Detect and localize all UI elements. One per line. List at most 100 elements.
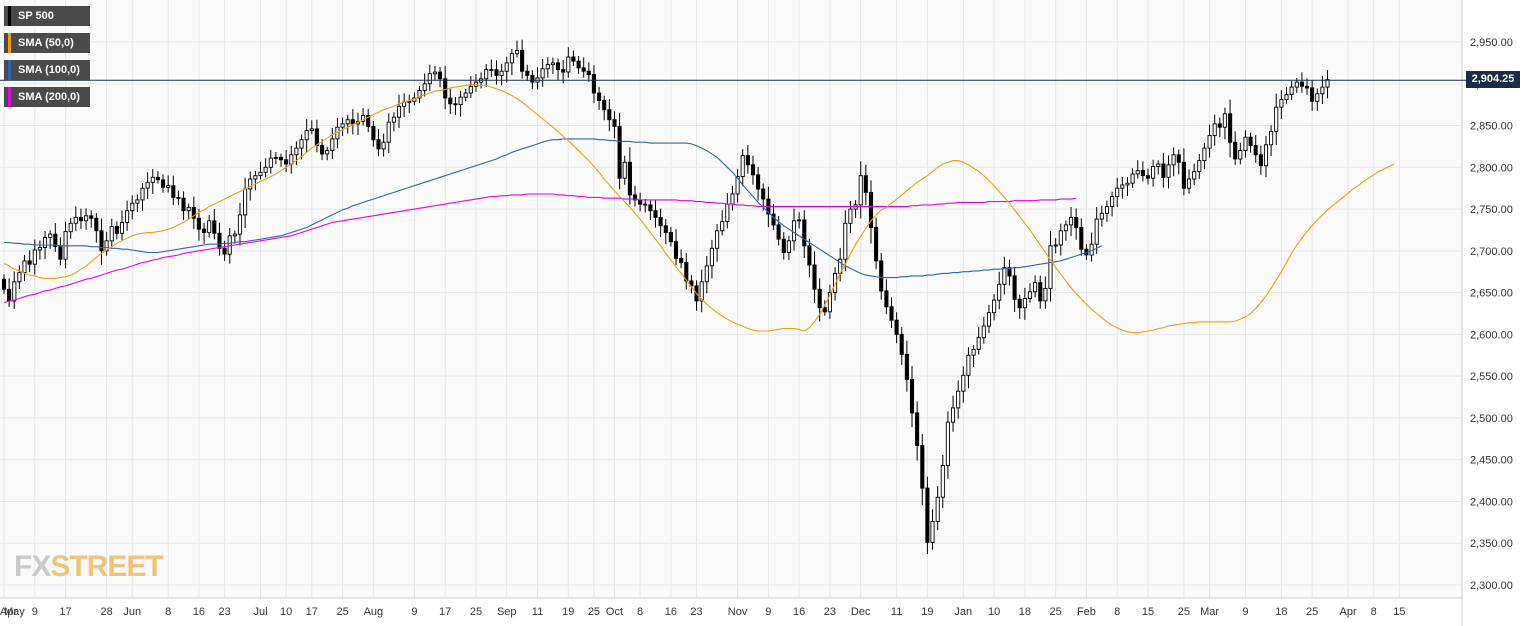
- candle-body: [750, 164, 756, 176]
- last-price-badge: 2,904.25: [1466, 71, 1520, 88]
- candle-body: [858, 175, 863, 206]
- legend-item-sma50[interactable]: SMA (50,0): [4, 33, 90, 53]
- candle-body: [915, 412, 920, 446]
- candle-body: [135, 199, 140, 204]
- x-tick-label: 25: [588, 606, 600, 618]
- candle-body: [1212, 123, 1217, 137]
- candle-body: [432, 71, 437, 75]
- candle-body: [222, 247, 227, 255]
- candle-body: [1002, 267, 1007, 285]
- candle-body: [699, 281, 704, 302]
- candle-body: [889, 306, 894, 321]
- x-tick-label: Apr: [0, 606, 17, 618]
- x-tick-label: 11: [532, 606, 543, 618]
- x-tick-label: 19: [921, 606, 933, 618]
- candle-body: [986, 312, 992, 327]
- candle-body: [1315, 93, 1320, 102]
- candle-body: [494, 69, 499, 76]
- legend: SP 500 SMA (50,0) SMA (100,0) SMA (200,0…: [4, 6, 90, 114]
- candle-body: [627, 161, 632, 196]
- candle-body: [1238, 150, 1243, 160]
- candle-body: [833, 272, 838, 294]
- x-tick-label: 17: [439, 606, 451, 618]
- candle-body: [740, 155, 745, 177]
- candle-body: [863, 175, 868, 193]
- logo-fx: FX: [14, 550, 51, 583]
- candle-body: [160, 179, 166, 188]
- candle-body: [1125, 182, 1130, 186]
- candle-body: [930, 521, 935, 543]
- candle-body: [217, 232, 222, 249]
- candle-body: [1269, 130, 1274, 146]
- candle-body: [894, 319, 899, 335]
- y-tick-label: 2,700.00: [1470, 246, 1513, 258]
- candle-body: [268, 157, 273, 168]
- candle-body: [1253, 145, 1258, 156]
- candle-body: [1079, 227, 1084, 250]
- candle-body: [956, 390, 961, 409]
- candle-body: [1166, 164, 1171, 178]
- candle-body: [704, 265, 709, 283]
- candle-body: [273, 156, 278, 159]
- legend-label: SP 500: [18, 10, 54, 22]
- candle-body: [212, 220, 217, 234]
- candle-body: [1186, 178, 1192, 189]
- x-tick-label: 25: [470, 606, 482, 618]
- candle-body: [581, 67, 586, 72]
- x-tick-label: 15: [1142, 606, 1154, 618]
- candle-body: [119, 221, 125, 234]
- candle-body: [1171, 154, 1176, 166]
- plot-area: [0, 0, 1462, 598]
- candle-body: [848, 208, 853, 224]
- y-tick-label: 2,300.00: [1470, 580, 1513, 592]
- candle-body: [514, 49, 520, 55]
- legend-item-sma100[interactable]: SMA (100,0): [4, 60, 90, 80]
- candle-body: [981, 325, 986, 339]
- x-tick-label: 11: [891, 606, 902, 618]
- x-tick-label: 18: [1019, 606, 1031, 618]
- candle-body: [591, 74, 596, 94]
- candle-body: [330, 138, 335, 152]
- candle-body: [1192, 171, 1197, 180]
- candle-body: [566, 56, 571, 73]
- candle-body: [350, 119, 355, 125]
- x-tick-label: Sep: [497, 606, 517, 618]
- candle-body: [807, 245, 812, 266]
- candle-body: [607, 109, 612, 121]
- candle-body: [78, 216, 84, 222]
- candle-body: [37, 247, 42, 251]
- x-tick-label: 9: [411, 606, 417, 618]
- candle-body: [653, 210, 658, 218]
- candle-body: [68, 222, 73, 233]
- candle-body: [171, 185, 176, 198]
- candle-body: [42, 237, 48, 248]
- candle-body: [950, 407, 956, 423]
- candle-body: [1, 278, 7, 290]
- sma200-swatch: [8, 87, 11, 107]
- candle-body: [725, 203, 730, 223]
- candle-body: [437, 71, 443, 80]
- candle-body: [1197, 160, 1202, 172]
- candle-body: [1263, 144, 1269, 167]
- candle-body: [84, 215, 89, 222]
- y-tick-label: 2,750.00: [1470, 204, 1513, 216]
- candle-body: [125, 210, 130, 223]
- candle-body: [961, 374, 966, 392]
- candle-body: [1104, 206, 1110, 214]
- y-tick-label: 2,950.00: [1470, 37, 1513, 49]
- candle-body: [1007, 267, 1012, 277]
- sma50-swatch: [8, 33, 11, 53]
- candle-body: [1038, 282, 1043, 302]
- candle-body: [622, 161, 627, 179]
- candle-body: [602, 100, 607, 111]
- y-tick-label: 2,550.00: [1470, 371, 1513, 383]
- candle-body: [130, 202, 135, 212]
- legend-item-sma200[interactable]: SMA (200,0): [4, 87, 90, 107]
- candle-body: [458, 96, 463, 106]
- legend-item-sp500[interactable]: SP 500: [4, 6, 90, 26]
- candle-body: [1243, 136, 1248, 152]
- candle-body: [797, 219, 802, 222]
- candle-body: [1176, 154, 1181, 163]
- candle-body: [781, 238, 786, 254]
